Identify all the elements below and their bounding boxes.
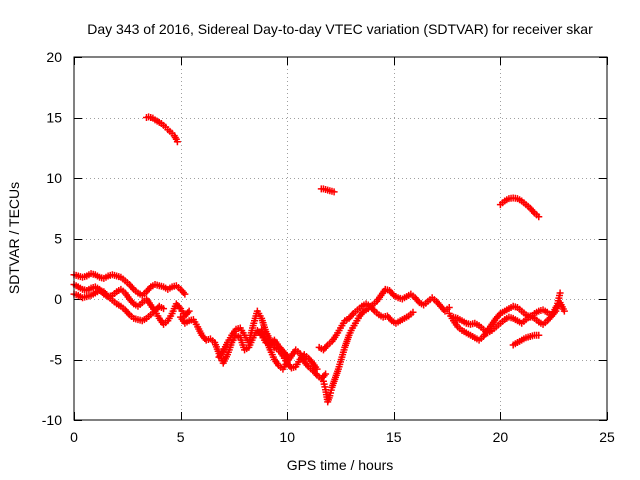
series-arc-high-1 (142, 113, 181, 146)
y-tick-label: 5 (54, 231, 62, 247)
series-arc-mid-1 (177, 313, 291, 367)
data-point (173, 138, 181, 146)
plot-frame (73, 56, 608, 421)
series-arc-late-2 (449, 289, 564, 337)
series-arc-dip (319, 285, 453, 406)
data-point (409, 308, 417, 316)
grid (74, 57, 607, 420)
y-tick-labels: -10 -5 0 5 10 15 20 (42, 49, 62, 428)
x-tick-label: 10 (279, 429, 295, 445)
y-tick-label: 10 (46, 170, 62, 186)
y-tick-label: 0 (54, 291, 62, 307)
y-tick-label: -5 (50, 352, 63, 368)
x-tick-label: 25 (599, 429, 615, 445)
y-axis-label: SDTVAR / TECUs (6, 182, 22, 294)
x-axis-label: GPS time / hours (287, 457, 394, 473)
data-point (185, 307, 193, 315)
y-tick-label: 15 (46, 110, 62, 126)
data-point (535, 331, 543, 339)
data-point (181, 290, 189, 298)
series-arc-dip-2 (315, 300, 417, 354)
x-tick-labels: 0 5 10 15 20 25 (70, 429, 615, 445)
series-arc-high-2 (317, 185, 338, 196)
data-point (160, 305, 168, 313)
x-tick-label: 5 (177, 429, 185, 445)
x-tick-label: 15 (386, 429, 402, 445)
series-arc-low-1 (70, 270, 189, 299)
data-point (535, 213, 543, 221)
chart-title: Day 343 of 2016, Sidereal Day-to-day VTE… (87, 21, 593, 37)
series-arc-low-3 (70, 287, 168, 325)
data-point (322, 370, 330, 378)
x-tick-label: 20 (493, 429, 509, 445)
y-tick-label: -10 (42, 412, 62, 428)
data-point (556, 289, 564, 297)
series-arc-late-3 (509, 331, 543, 349)
y-tick-label: 20 (46, 49, 62, 65)
series-arc-high-3 (496, 194, 543, 221)
data-point (445, 303, 453, 311)
data-point (330, 188, 338, 196)
data-marks (70, 113, 568, 406)
data-point (560, 307, 568, 315)
x-tick-label: 0 (70, 429, 78, 445)
